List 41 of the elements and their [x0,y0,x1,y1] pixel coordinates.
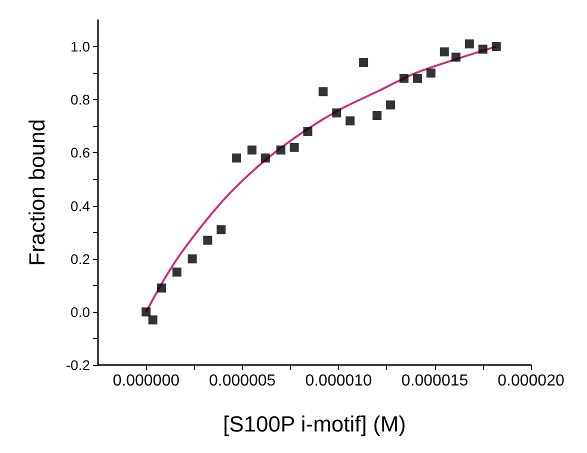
point [203,236,212,245]
point [247,146,256,155]
point [492,42,501,52]
y-tick-label: 0.2 [70,250,90,267]
y-tick-label: -0.2 [66,357,90,373]
y-tick-label: 1.0 [70,38,90,55]
point [157,284,166,293]
point [386,100,396,110]
point [142,307,151,316]
point [260,154,270,162]
point [332,108,342,118]
point [232,154,242,162]
point [290,142,299,152]
y-tick-label: 0.6 [70,144,90,161]
point [451,52,460,62]
point [359,58,368,67]
x-tick-label: 0.000010 [305,372,372,390]
point [188,254,197,264]
point [303,126,312,136]
y-axis-title: Fraction bound [24,119,50,266]
point [464,39,474,48]
x-tick-label: 0.000020 [498,372,564,390]
y-tick-label: 0.4 [70,198,90,214]
point [412,74,422,83]
x-tick-label: 0.000015 [401,372,468,390]
point [318,87,328,96]
point [216,225,226,234]
x-tick-label: 0.000005 [208,372,276,390]
y-tick-label: 0.0 [70,304,90,320]
point [148,315,158,324]
point [346,116,355,126]
x-axis-title: [S100P i-motif] (M) [223,412,406,436]
point [372,111,382,120]
point [478,44,488,54]
y-tick-label: 0.8 [70,92,90,108]
point [276,146,286,155]
point [172,268,182,277]
point [426,68,436,78]
x-tick-label: 0.000000 [112,372,180,390]
point [440,47,449,56]
point [399,74,408,83]
